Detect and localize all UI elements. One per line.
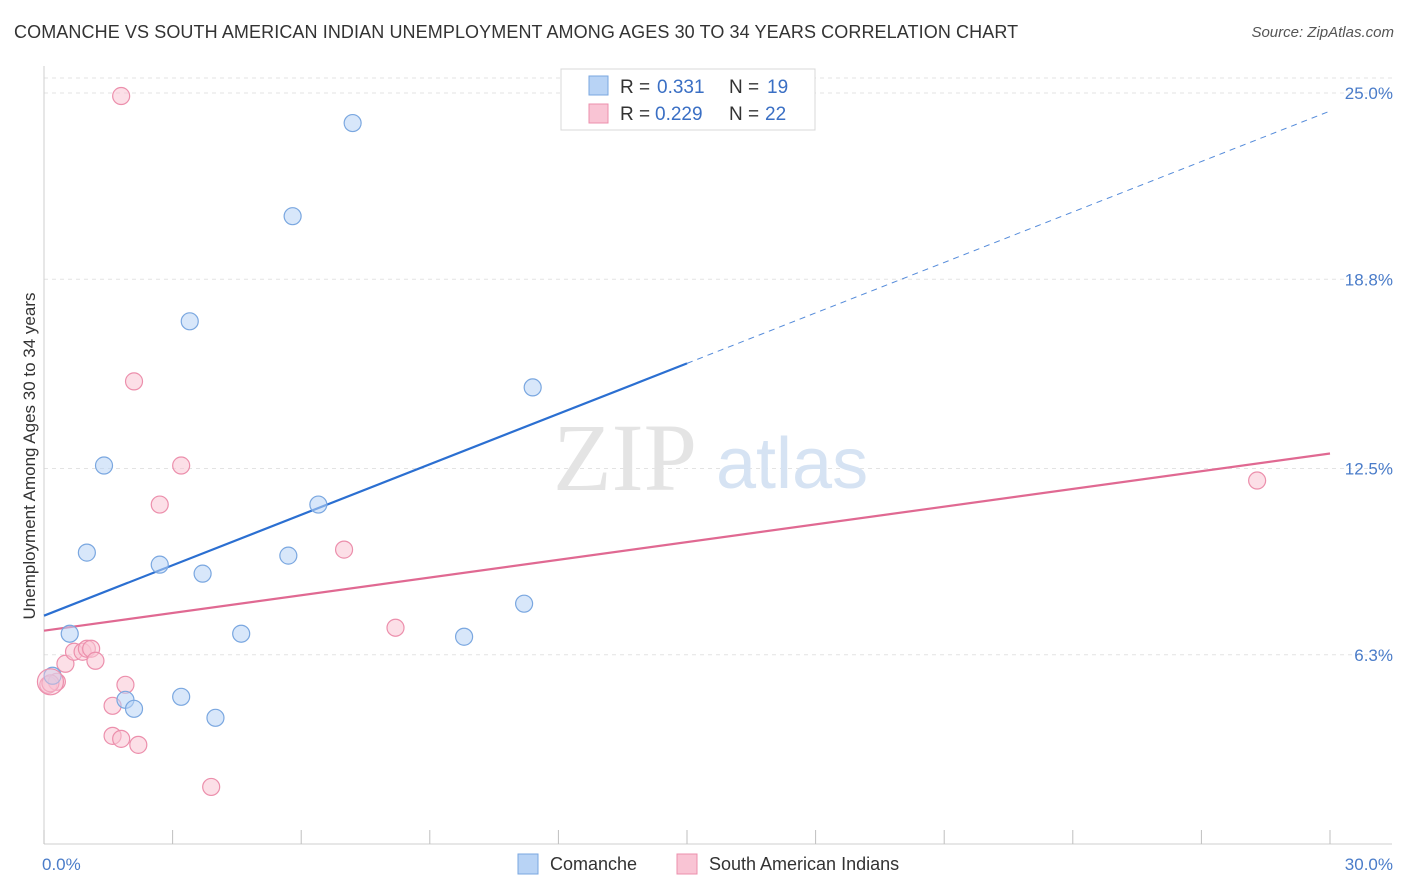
source-label: Source: ZipAtlas.com xyxy=(1251,24,1394,41)
y-tick-label: 25.0% xyxy=(1345,84,1393,103)
axes xyxy=(43,66,1392,845)
trend-lines xyxy=(43,110,1331,632)
point-south-american-indians xyxy=(334,540,354,559)
point-comanche xyxy=(172,687,191,706)
y-tick-label: 12.5% xyxy=(1345,460,1393,479)
point-comanche xyxy=(515,594,534,613)
point-cluster xyxy=(36,668,65,696)
trend-line-comanche xyxy=(43,362,688,617)
gridlines xyxy=(44,77,1392,656)
point-comanche xyxy=(77,543,96,562)
legend-n-label-comanche: N = xyxy=(729,77,759,98)
legend-n-value-sai: 22 xyxy=(765,104,786,125)
legend-r-label-comanche: R = xyxy=(620,77,650,98)
point-comanche xyxy=(232,624,251,643)
bottom-legend: Comanche South American Indians xyxy=(517,853,899,875)
legend-r-value-sai: 0.229 xyxy=(655,104,703,125)
point-comanche xyxy=(193,564,212,583)
point-south-american-indians xyxy=(86,651,105,670)
point-comanche xyxy=(60,624,79,643)
point-comanche xyxy=(309,495,328,514)
legend-swatch-south-american-indians xyxy=(588,103,609,124)
legend-box: R = 0.331 N = 19 R = 0.229 N = 22 xyxy=(560,68,816,131)
trend-line-south-american-indians xyxy=(43,452,1331,632)
point-comanche xyxy=(283,207,302,226)
watermark-zip: ZIP xyxy=(553,404,697,511)
point-comanche xyxy=(523,378,542,397)
point-south-american-indians xyxy=(202,777,221,797)
watermark: ZIP atlas xyxy=(553,404,868,511)
y-tick-label: 18.8% xyxy=(1345,270,1393,289)
legend-r-label-sai: R = xyxy=(620,104,650,125)
point-south-american-indians xyxy=(386,618,405,637)
point-comanche xyxy=(343,113,362,133)
bottom-legend-swatch-comanche xyxy=(517,853,539,875)
point-south-american-indians xyxy=(150,495,169,514)
chart-title: COMANCHE VS SOUTH AMERICAN INDIAN UNEMPL… xyxy=(14,22,1019,42)
y-tick-labels: 25.0% 18.8% 12.5% 6.3% xyxy=(1345,84,1393,665)
point-comanche xyxy=(180,312,199,331)
point-south-american-indians xyxy=(112,86,131,106)
bottom-legend-label-sai: South American Indians xyxy=(709,854,899,874)
point-comanche xyxy=(454,627,474,646)
bottom-legend-swatch-sai xyxy=(676,853,698,875)
point-comanche xyxy=(43,666,62,685)
legend-r-value-comanche: 0.331 xyxy=(657,77,705,98)
bottom-legend-label-comanche: Comanche xyxy=(550,854,637,874)
data-points xyxy=(36,86,1267,797)
point-comanche xyxy=(206,708,225,727)
point-south-american-indians xyxy=(129,735,148,754)
legend-n-label-sai: N = xyxy=(729,104,759,125)
point-south-american-indians xyxy=(124,372,144,391)
trend-line-comanche-extension xyxy=(686,110,1331,364)
watermark-atlas: atlas xyxy=(716,424,868,504)
y-tick-label: 6.3% xyxy=(1354,646,1393,665)
point-comanche xyxy=(279,546,298,565)
x-tick-labels: 0.0% 30.0% xyxy=(42,855,1393,874)
point-comanche xyxy=(124,699,144,718)
legend-swatch-comanche xyxy=(588,75,609,96)
x-tick-label-max: 30.0% xyxy=(1345,855,1393,874)
point-south-american-indians xyxy=(1248,471,1267,490)
point-comanche xyxy=(150,555,169,574)
x-tick-label-min: 0.0% xyxy=(42,855,81,874)
point-south-american-indians xyxy=(112,729,131,748)
point-comanche xyxy=(94,456,114,475)
point-south-american-indians xyxy=(172,456,191,475)
legend-n-value-comanche: 19 xyxy=(767,77,788,98)
